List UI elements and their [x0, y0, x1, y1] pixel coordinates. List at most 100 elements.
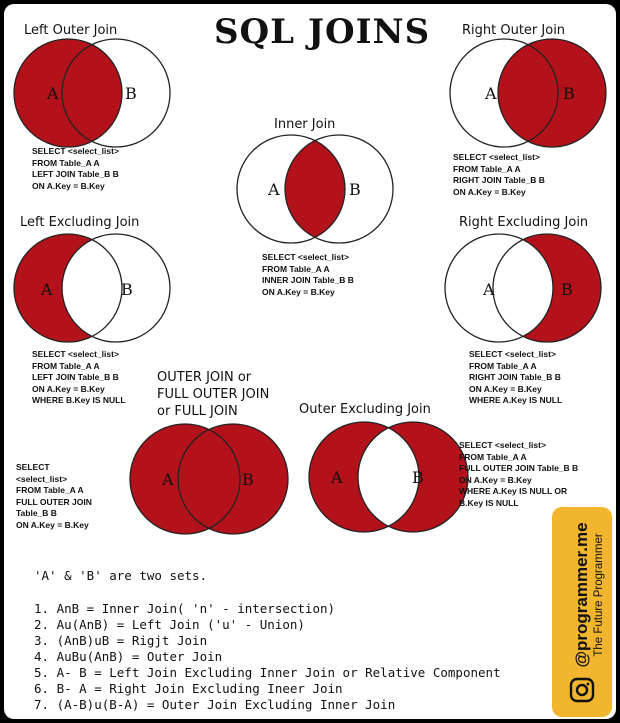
venn-outline-b	[177, 423, 289, 535]
code-line: FROM Table_A A	[459, 451, 527, 462]
venn-outline-b	[61, 233, 171, 343]
venn-label-a: A	[46, 84, 59, 103]
infographic-card: SQL JOINS A B A B	[4, 4, 616, 719]
venn-label-a: A	[267, 180, 280, 199]
venn-right-outer: A B	[449, 38, 607, 148]
full-outer-code: SELECT <select_list> FROM Table_A A FULL…	[16, 462, 92, 531]
code-line: FROM Table_A A	[32, 360, 100, 371]
venn-outline-a	[308, 421, 420, 533]
code-line: SELECT <select_list>	[32, 146, 119, 156]
note-item: 6. B- A = Right Join Excluding Ineer Joi…	[34, 681, 343, 696]
venn-label-b: B	[125, 84, 137, 103]
code-line: ON A.Key = B.Key	[32, 180, 105, 191]
venn-overlap	[493, 234, 553, 342]
note-item: 5. A- B = Left Join Excluding Inner Join…	[34, 665, 501, 680]
venn-outline-a	[444, 233, 554, 343]
code-line: INNER JOIN Table_B B	[262, 275, 354, 285]
code-line: SELECT <select_list>	[469, 349, 556, 359]
inner-code: SELECT <select_list> FROM Table_A A INNE…	[262, 252, 354, 298]
venn-left-outer: A B	[13, 38, 171, 148]
note-item: 2. Au(AnB) = Left Join ('u' - Union)	[34, 617, 305, 632]
venn-full-outer: A B	[129, 423, 289, 535]
title-line: or FULL JOIN	[157, 404, 238, 419]
page-title: SQL JOINS	[214, 12, 431, 52]
venn-overlap	[358, 422, 419, 532]
code-line: LEFT JOIN Table_B B	[32, 169, 119, 179]
venn-inner: A B	[236, 134, 394, 244]
code-line: WHERE A.Key IS NULL	[469, 395, 563, 405]
venn-overlap	[62, 234, 122, 342]
venn-outline-a	[236, 134, 346, 244]
outer-excluding-code: SELECT <select_list> FROM Table_A A FULL…	[459, 440, 578, 509]
code-line: WHERE B.Key IS NULL	[32, 395, 126, 405]
notes: 'A' & 'B' are two sets. 1. AnB = Inner J…	[34, 568, 501, 713]
code-line: ON A.Key = B.Key	[459, 474, 532, 485]
title-line: FULL OUTER JOIN	[157, 387, 270, 402]
venn-label-a: A	[40, 280, 53, 299]
right-outer-title: Right Outer Join	[462, 23, 566, 38]
venn-label-b: B	[412, 468, 424, 487]
venn-outline-a	[13, 233, 123, 343]
note-item: 3. (AnB)uB = Rigjt Join	[34, 633, 208, 648]
venn-outline-b	[497, 38, 607, 148]
outer-excluding-title: Outer Excluding Join	[299, 402, 431, 417]
full-outer-title: OUTER JOIN or FULL OUTER JOIN or FULL JO…	[157, 369, 269, 420]
brand-handle: @programmer.me	[572, 522, 591, 668]
code-line: RIGHT JOIN Table_B B	[453, 175, 545, 185]
brand-badge: @programmer.me The Future Programmer	[552, 507, 612, 717]
right-outer-code: SELECT <select_list> FROM Table_A A RIGH…	[453, 152, 545, 198]
venn-circle-b	[498, 39, 606, 147]
venn-overlap	[285, 135, 345, 243]
venn-left-excluding: A B	[13, 233, 171, 343]
venn-outline-b	[284, 134, 394, 244]
code-line: ON A.Key = B.Key	[453, 186, 526, 197]
venn-label-a: A	[330, 468, 343, 487]
venn-diagrams: A B A B A B A B	[13, 38, 607, 535]
code-line: SELECT <select_list>	[262, 252, 349, 262]
code-line: FROM Table_A A	[469, 360, 537, 371]
code-line: RIGHT JOIN Table_B B	[469, 372, 561, 382]
code-line: ON A.Key = B.Key	[32, 383, 105, 394]
venn-outline-a	[449, 38, 559, 148]
venn-circle-b	[178, 424, 288, 534]
venn-outline-b	[492, 233, 602, 343]
code-line: ON A.Key = B.Key	[262, 286, 335, 297]
brand-tagline: The Future Programmer	[593, 533, 605, 657]
venn-outline-b	[61, 38, 171, 148]
note-item: 7. (A-B)u(B-A) = Outer Join Excluding In…	[34, 697, 396, 712]
notes-intro: 'A' & 'B' are two sets.	[34, 568, 208, 583]
left-outer-title: Left Outer Join	[24, 23, 118, 38]
right-excluding-code: SELECT <select_list> FROM Table_A A RIGH…	[469, 349, 562, 407]
venn-outline-a	[13, 38, 123, 148]
venn-label-b: B	[121, 280, 133, 299]
code-line: Table_B B	[16, 508, 57, 518]
code-line: SELECT <select_list>	[32, 349, 119, 359]
code-line: ON A.Key = B.Key	[469, 383, 542, 394]
venn-overlap	[62, 39, 122, 147]
note-item: 1. AnB = Inner Join( 'n' - intersection)	[34, 601, 336, 616]
code-line: LEFT JOIN Table_B B	[32, 372, 119, 382]
instagram-icon	[569, 677, 595, 703]
venn-label-b: B	[561, 280, 573, 299]
code-line: <select_list>	[16, 473, 68, 484]
title-line: OUTER JOIN or	[157, 370, 252, 385]
left-excluding-title: Left Excluding Join	[20, 215, 140, 230]
venn-label-b: B	[349, 180, 361, 199]
venn-outline-a	[129, 423, 241, 535]
venn-label-b: B	[563, 84, 575, 103]
code-line: FULL OUTER JOIN	[16, 496, 92, 507]
venn-label-b: B	[242, 470, 254, 489]
venn-label-a: A	[482, 280, 495, 299]
venn-label-a: A	[161, 470, 174, 489]
venn-outer-excluding: A B	[308, 421, 469, 533]
left-excluding-code: SELECT <select_list> FROM Table_A A LEFT…	[32, 349, 126, 407]
venn-outline-b	[357, 421, 469, 533]
code-line: FROM Table_A A	[453, 163, 521, 174]
note-item: 4. AuBu(AnB) = Outer Join	[34, 649, 223, 664]
code-line: B.Key IS NULL	[459, 497, 519, 508]
code-line: FROM Table_A A	[16, 485, 84, 495]
venn-right-excluding: A B	[444, 233, 602, 343]
code-line: ON A.Key = B.Key	[16, 519, 89, 530]
right-excluding-title: Right Excluding Join	[459, 215, 589, 230]
venn-label-a: A	[484, 84, 497, 103]
